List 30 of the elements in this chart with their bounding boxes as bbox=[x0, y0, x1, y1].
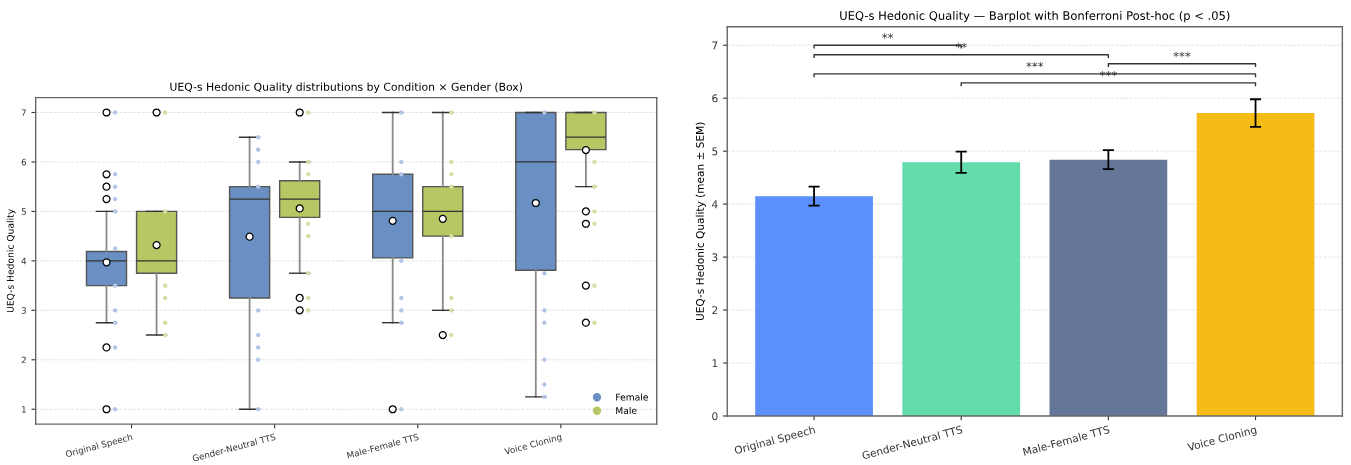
y-tick-label: 3 bbox=[21, 307, 26, 314]
legend-label: Male bbox=[616, 406, 637, 415]
bar bbox=[755, 196, 873, 416]
y-tick-label: 1 bbox=[22, 406, 26, 413]
y-tick-label: 4 bbox=[712, 200, 718, 209]
bar bbox=[1049, 159, 1168, 416]
series-label: *** bbox=[1026, 61, 1044, 68]
y-tick-label: 1 bbox=[712, 359, 718, 368]
y-tick-label: 5 bbox=[21, 208, 26, 215]
y-tick-label: 4 bbox=[21, 257, 27, 265]
chart-title: UEQ-s Hedonic Quality distributions by Condition × Gender (Box) bbox=[170, 82, 523, 93]
bar bbox=[1196, 113, 1315, 416]
y-tick-label: 2 bbox=[712, 306, 718, 315]
y-tick-label: 5 bbox=[712, 147, 718, 156]
y-tick-label: 3 bbox=[712, 253, 718, 262]
y-tick-label: 6 bbox=[712, 94, 718, 103]
y-tick-label: 2 bbox=[21, 356, 26, 364]
y-axis-title: UEQ-s Hedonic Quality bbox=[6, 209, 16, 313]
y-tick-label: 6 bbox=[21, 158, 27, 166]
series-label: *** bbox=[1173, 51, 1191, 58]
y-tick-label: 7 bbox=[712, 41, 718, 50]
x-tick-label: Voice Cloning bbox=[1186, 425, 1258, 454]
chart-title: UEQ-s Hedonic Quality — Barplot with Bonferroni Post-hoc (p < .05) bbox=[840, 10, 1230, 23]
y-axis-title: UEQ-s Hedonic Quality (mean ± SEM) bbox=[695, 122, 706, 321]
series-label: ** bbox=[882, 33, 894, 39]
y-tick-label: 7 bbox=[21, 109, 26, 116]
legend-label: Female bbox=[616, 393, 648, 401]
y-tick-label: 0 bbox=[712, 412, 718, 421]
bar bbox=[902, 162, 1021, 416]
x-tick-label: Voice Cloning bbox=[503, 433, 563, 457]
